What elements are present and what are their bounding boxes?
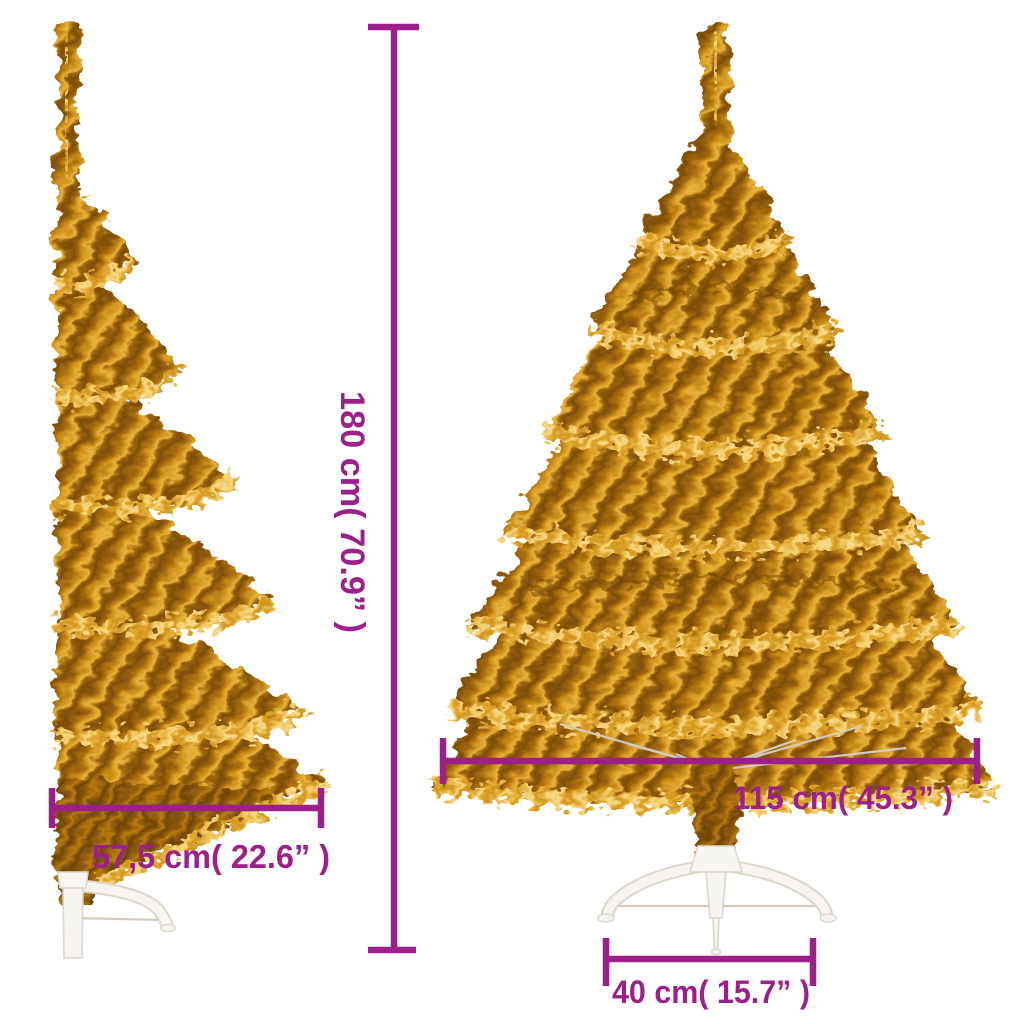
- height-dimension: 180 cm( 70.9” ): [333, 23, 419, 954]
- height-dimension-label: 180 cm( 70.9” ): [333, 391, 371, 633]
- half-tree-stand: [57, 871, 176, 959]
- half-tree-side-view: [54, 22, 330, 906]
- full-tree-front-view: [432, 22, 996, 812]
- width-dimension: 115 cm( 45.3” ): [439, 738, 981, 816]
- stand-width-dimension: 40 cm( 15.7” ): [602, 938, 817, 1010]
- half-depth-label: 57,5 cm( 22.6” ): [92, 838, 330, 875]
- width-label: 115 cm( 45.3” ): [733, 780, 953, 816]
- stand-width-label: 40 cm( 15.7” ): [612, 974, 810, 1010]
- half-depth-dimension: 57,5 cm( 22.6” ): [48, 788, 330, 875]
- full-tree-stand: [597, 845, 837, 956]
- full-tree-trunk: [693, 760, 739, 866]
